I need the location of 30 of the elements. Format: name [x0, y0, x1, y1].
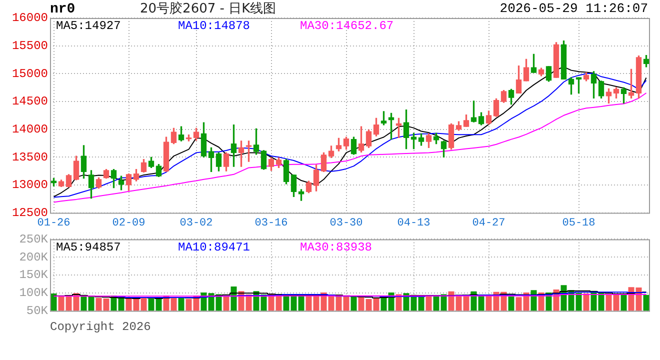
x-tick-label: 03-30 — [330, 217, 363, 230]
x-tick-label: 05-18 — [562, 217, 596, 230]
y-tick-label: 15500 — [12, 39, 48, 53]
text: MA30:14652.67 — [300, 19, 394, 34]
y-tick-label: 16000 — [12, 11, 48, 26]
text: 2026-05-29 11:26:07 — [500, 1, 648, 16]
y-tick-label: 14000 — [12, 122, 48, 136]
chart-subtitle: nr0 — [50, 2, 76, 18]
y-tick-label: 250K — [19, 232, 49, 246]
chart-title: 20号胶2607 - 日K线图 — [140, 1, 276, 16]
x-tick-label: 02-09 — [112, 217, 146, 230]
text: MA5:14927 — [56, 19, 121, 34]
y-tick-label: 200K — [19, 250, 49, 264]
text: MA10:14878 — [178, 19, 250, 34]
y-tick-label: 100K — [19, 286, 49, 300]
x-tick-label: 03-16 — [254, 217, 288, 230]
x-tick-label: 04-13 — [397, 217, 430, 230]
y-tick-label: 15000 — [12, 66, 48, 81]
x-tick-label: 01-26 — [37, 217, 70, 230]
text: MA10:89471 — [178, 240, 250, 254]
y-tick-label: 14500 — [12, 94, 48, 109]
y-tick-label: 50K — [26, 304, 49, 318]
x-tick-label: 04-27 — [472, 217, 506, 230]
text: Copyright 2026 — [50, 320, 151, 334]
text: MA5:94857 — [56, 240, 121, 254]
y-tick-label: 13000 — [12, 178, 48, 192]
text: MA30:83938 — [300, 240, 372, 254]
y-tick-label: 150K — [19, 268, 49, 282]
y-tick-label: 13500 — [12, 150, 48, 164]
x-tick-label: 03-02 — [180, 217, 213, 230]
